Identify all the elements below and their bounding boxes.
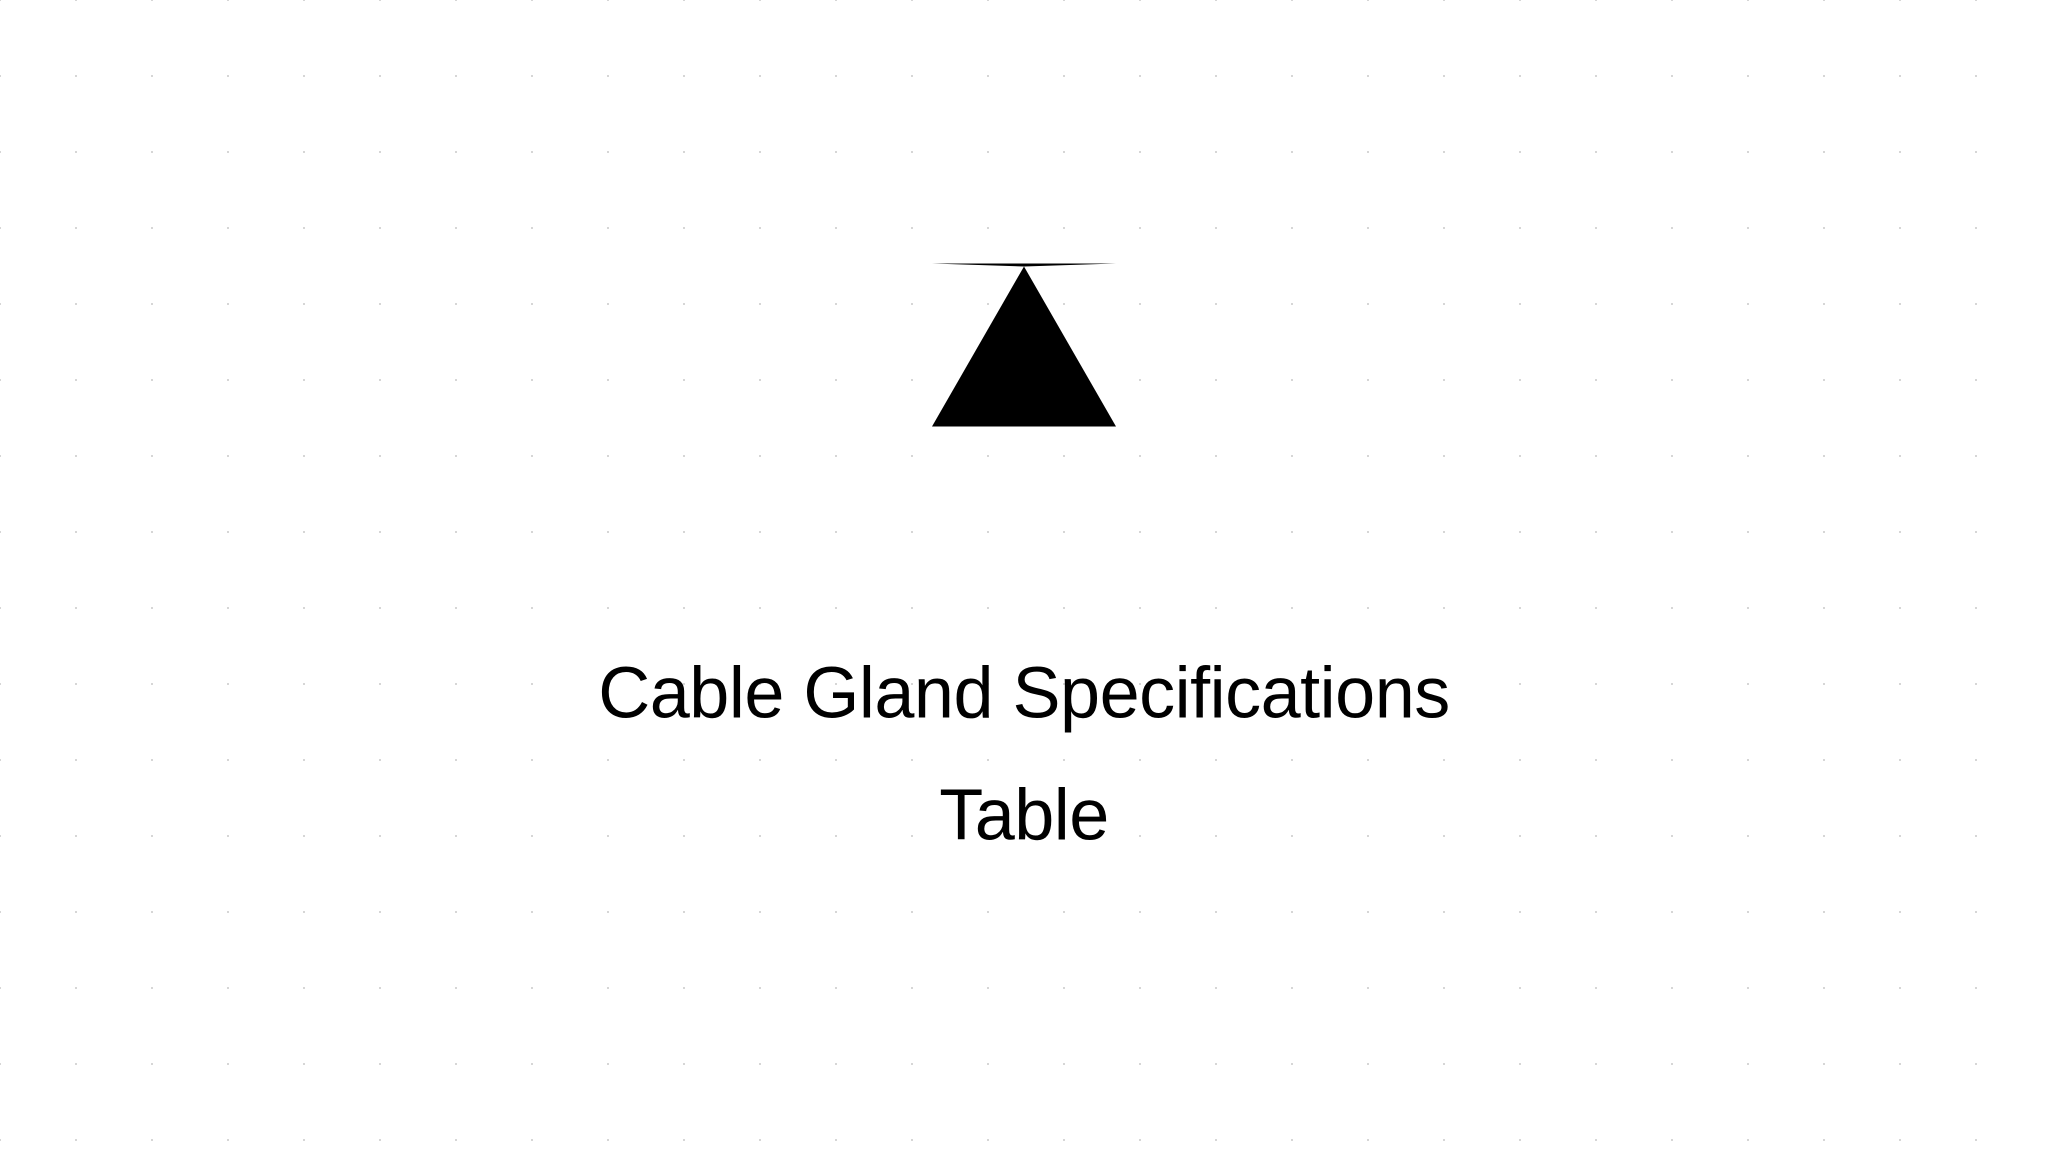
slide-canvas: Cable Gland Specifications Table bbox=[0, 0, 2048, 1170]
page-title: Cable Gland Specifications Table bbox=[544, 633, 1504, 878]
triangle-logo-icon bbox=[932, 264, 1116, 427]
